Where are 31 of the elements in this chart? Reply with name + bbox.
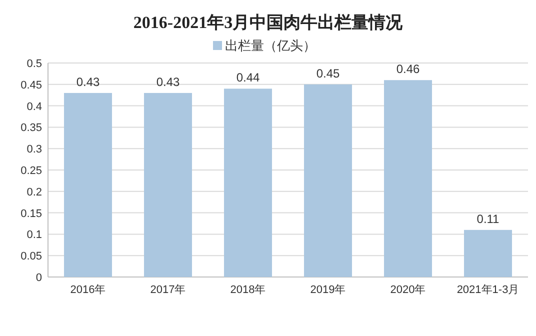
chart-title: 2016-2021年3月中国肉牛出栏量情况	[133, 13, 404, 32]
y-tick-label: 0.2	[26, 186, 42, 198]
data-label: 0.44	[236, 70, 260, 85]
data-label: 0.11	[476, 212, 500, 226]
x-tick-label: 2021年1-3月	[456, 284, 520, 296]
y-tick-label: 0.45	[20, 79, 42, 92]
legend-label: 出栏量（亿头）	[225, 38, 316, 53]
data-label: 0.43	[76, 74, 100, 89]
bar	[464, 230, 512, 277]
y-tick-label: 0.3	[26, 144, 42, 156]
y-tick-label: 0.35	[20, 122, 42, 134]
y-tick-label: 0.25	[20, 165, 42, 177]
x-tick-label: 2019年	[310, 284, 346, 296]
y-tick-label: 0.15	[20, 208, 42, 220]
y-tick-label: 0.5	[26, 58, 42, 70]
bar	[144, 92, 192, 277]
y-tick-label: 0.4	[26, 100, 42, 113]
x-tick-label: 2017年	[150, 284, 186, 296]
x-tick-label: 2016年	[70, 284, 106, 296]
y-tick-label: 0	[36, 272, 42, 284]
bar	[304, 84, 352, 277]
x-tick-label: 2020年	[390, 284, 426, 296]
y-tick-label: 0.1	[26, 229, 42, 242]
bar	[224, 88, 272, 277]
data-label: 0.43	[156, 74, 180, 89]
x-tick-label: 2018年	[230, 284, 266, 296]
data-label: 0.45	[316, 66, 340, 80]
bar	[384, 80, 432, 277]
data-label: 0.46	[396, 62, 420, 76]
bar	[64, 92, 112, 277]
y-tick-label: 0.05	[20, 250, 42, 263]
